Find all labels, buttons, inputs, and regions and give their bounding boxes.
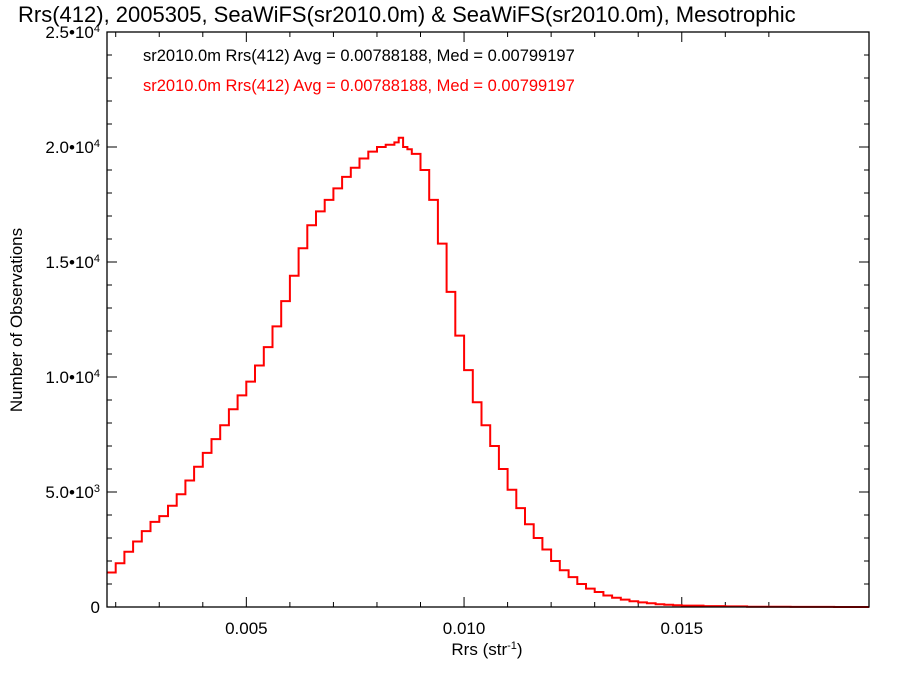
x-tick-label: 0.010 <box>443 619 486 638</box>
legend: sr2010.0m Rrs(412) Avg = 0.00788188, Med… <box>143 47 575 95</box>
series-line <box>107 136 869 608</box>
y-axis-title: Number of Observations <box>7 228 26 412</box>
y-tick-label: 1.5•104 <box>45 253 100 272</box>
chart-title: Rrs(412), 2005305, SeaWiFS(sr2010.0m) & … <box>18 2 796 27</box>
y-tick-label: 0 <box>91 598 100 617</box>
axis-ticks: 0.005 0.010 0.015 0 5.0•103 1.0•104 1.5•104 2.0… <box>45 23 869 638</box>
plot-frame <box>106 31 870 608</box>
legend-entry: sr2010.0m Rrs(412) Avg = 0.00788188, Med… <box>143 47 575 65</box>
x-tick-label: 0.015 <box>660 619 703 638</box>
y-tick-label: 2.0•104 <box>45 138 100 157</box>
x-tick-label: 0.005 <box>225 619 268 638</box>
y-tick-label: 2.5•104 <box>45 23 100 42</box>
legend-entry: sr2010.0m Rrs(412) Avg = 0.00788188, Med… <box>143 77 575 95</box>
x-axis-title: Rrs (str-1) <box>451 640 522 659</box>
y-tick-label: 1.0•104 <box>45 368 100 387</box>
series-layer <box>107 136 869 608</box>
y-tick-label: 5.0•103 <box>45 483 100 502</box>
svg-text:Number of Observations: Number of Observations <box>7 228 26 412</box>
